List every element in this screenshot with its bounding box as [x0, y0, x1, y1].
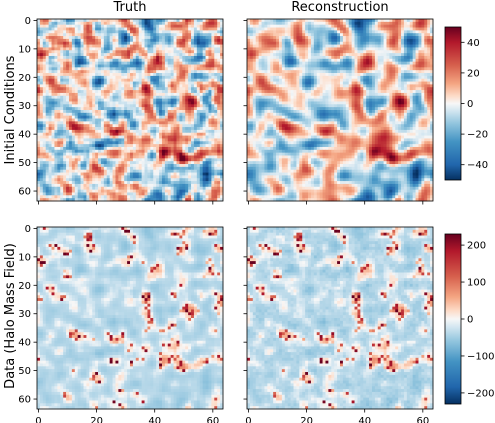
row-label-halo-mass-field: Data (Halo Mass Field): [3, 243, 18, 389]
heatmap-truth-halo-mass-field: [37, 227, 224, 410]
heatmap-reconstruction-halo-mass-field: [247, 227, 434, 410]
colorbar-tick-label: 20: [467, 68, 480, 79]
x-tick-label: 40: [148, 416, 161, 423]
axes-frame: [246, 18, 434, 202]
colorbar-tick-label: 0: [467, 315, 473, 326]
colorbar-initial-conditions: [444, 26, 462, 181]
y-tick-label: 20: [18, 281, 31, 292]
x-tick-label: 60: [416, 416, 429, 423]
row-label-initial-conditions: Initial Conditions: [3, 55, 18, 164]
colorbar-tick-label: −40: [467, 160, 488, 171]
colorbar-tick-label: −200: [467, 388, 494, 399]
colorbar-tick-label: −20: [467, 130, 488, 141]
axes-frame: [36, 226, 224, 410]
y-tick-label: 40: [18, 130, 31, 141]
y-tick-label: 50: [18, 158, 31, 169]
colorbar-tick-label: 100: [467, 278, 486, 289]
column-title-reconstruction: Reconstruction: [291, 0, 388, 15]
colorbar-tick-label: 200: [467, 241, 486, 252]
colorbar-tick-label: −100: [467, 351, 494, 362]
column-title-truth: Truth: [113, 0, 147, 15]
x-tick-label: 20: [90, 416, 103, 423]
colorbar-tick-label: 40: [467, 38, 480, 49]
y-tick-label: 0: [25, 224, 31, 235]
colorbar-tick-label: 0: [467, 99, 473, 110]
y-tick-label: 60: [18, 187, 31, 198]
x-tick-label: 40: [358, 416, 371, 423]
y-tick-label: 20: [18, 73, 31, 84]
y-tick-label: 30: [18, 309, 31, 320]
y-tick-label: 30: [18, 101, 31, 112]
y-tick-label: 10: [18, 44, 31, 55]
x-tick-label: 20: [300, 416, 313, 423]
x-tick-label: 0: [35, 416, 41, 423]
axes-layer: 0 10 20 30 40 50 60 0 20 40 60 0 10 20 30 40 50 60 0 20 40 60: [18, 16, 434, 423]
y-tick-label: 60: [18, 395, 31, 406]
y-tick-label: 40: [18, 338, 31, 349]
heatmap-truth-initial-conditions: [37, 19, 224, 202]
x-tick-label: 0: [245, 416, 251, 423]
y-tick-label: 0: [25, 16, 31, 27]
x-tick-label: 60: [206, 416, 219, 423]
heatmap-reconstruction-initial-conditions: [247, 19, 434, 202]
y-tick-label: 50: [18, 366, 31, 377]
axes-frame: [36, 18, 224, 202]
y-tick-label: 10: [18, 252, 31, 263]
axes-frame: [246, 226, 434, 410]
colorbar-halo-mass-field: [444, 233, 462, 405]
